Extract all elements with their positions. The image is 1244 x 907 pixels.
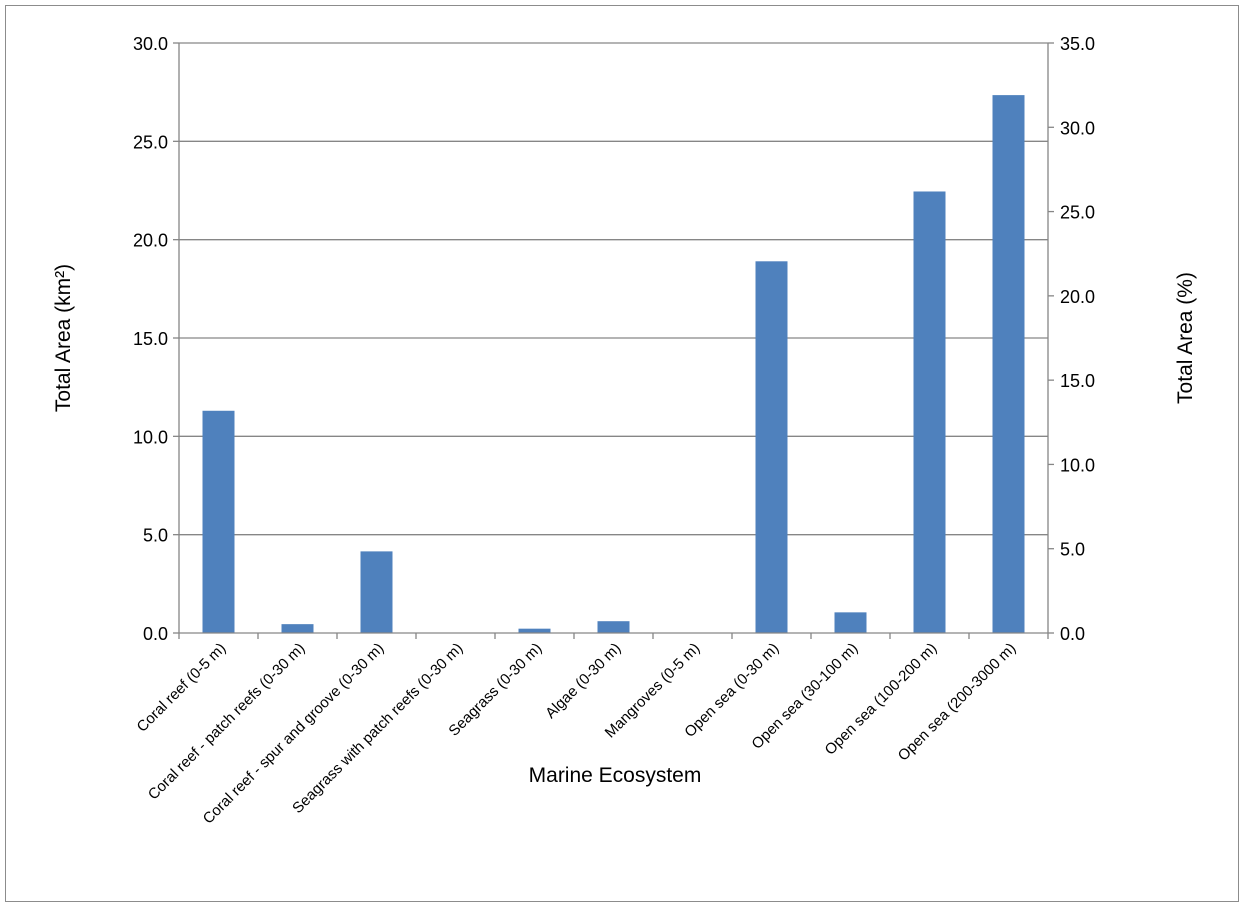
bar [597, 621, 630, 633]
left-tick-label: 5.0 [143, 526, 168, 546]
gridlines [173, 42, 1054, 634]
right-tick-label: 35.0 [1060, 34, 1095, 54]
axes [178, 43, 1049, 639]
x-axis-title: Marine Ecosystem [529, 764, 702, 787]
bar [913, 191, 946, 633]
bar [755, 261, 788, 633]
bar [360, 551, 393, 633]
right-tick-label: 30.0 [1060, 118, 1095, 138]
left-tick-label: 20.0 [133, 231, 168, 251]
bar [281, 624, 314, 633]
category-label: Seagrass with patch reefs (0-30 m) [289, 640, 466, 817]
right-tick-label: 10.0 [1060, 455, 1095, 475]
left-tick-label: 15.0 [133, 329, 168, 349]
left-axis-title: Total Area (km²) [52, 264, 75, 412]
left-tick-label: 10.0 [133, 427, 168, 447]
right-tick-label: 0.0 [1060, 624, 1085, 644]
right-axis-tick-labels: 0.0 5.0 10.0 15.0 20.0 25.0 30.0 35.0 [1060, 34, 1095, 644]
right-tick-label: 20.0 [1060, 287, 1095, 307]
category-labels: Coral reef (0-5 m)Coral reef - patch ree… [134, 640, 1020, 828]
left-tick-label: 25.0 [133, 132, 168, 152]
left-tick-label: 30.0 [133, 34, 168, 54]
right-tick-label: 15.0 [1060, 371, 1095, 391]
left-tick-label: 0.0 [143, 624, 168, 644]
right-tick-label: 5.0 [1060, 540, 1085, 560]
right-axis-title: Total Area (%) [1174, 272, 1197, 404]
bar [518, 628, 551, 633]
right-tick-label: 25.0 [1060, 203, 1095, 223]
bars [202, 95, 1025, 633]
category-label: Coral reef - patch reefs (0-30 m) [145, 640, 309, 804]
left-axis-tick-labels: 0.0 5.0 10.0 15.0 20.0 25.0 30.0 [133, 34, 168, 644]
bar [202, 410, 235, 633]
bar [834, 612, 867, 633]
category-label: Algae (0-30 m) [542, 640, 624, 722]
bar [992, 95, 1025, 633]
